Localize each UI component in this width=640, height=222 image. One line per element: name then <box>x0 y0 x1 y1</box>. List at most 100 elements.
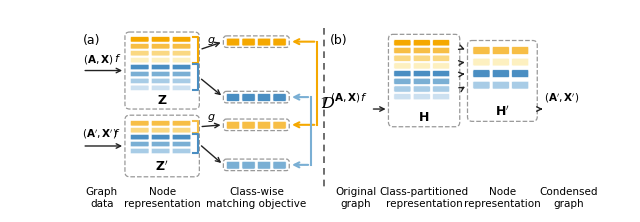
Text: $(\mathbf{A}^{\prime}, \mathbf{X}^{\prime})$: $(\mathbf{A}^{\prime}, \mathbf{X}^{\prim… <box>544 92 580 105</box>
FancyBboxPatch shape <box>413 55 430 61</box>
FancyBboxPatch shape <box>242 121 255 129</box>
FancyBboxPatch shape <box>151 57 170 63</box>
FancyBboxPatch shape <box>172 51 191 56</box>
Text: $\mathbf{H}$: $\mathbf{H}$ <box>419 111 429 124</box>
FancyBboxPatch shape <box>511 47 529 54</box>
FancyBboxPatch shape <box>242 38 255 46</box>
FancyBboxPatch shape <box>151 85 170 91</box>
FancyBboxPatch shape <box>394 55 411 61</box>
FancyBboxPatch shape <box>511 70 529 77</box>
Text: $g$: $g$ <box>207 112 216 124</box>
FancyBboxPatch shape <box>151 64 170 70</box>
FancyBboxPatch shape <box>172 57 191 63</box>
FancyBboxPatch shape <box>394 86 411 92</box>
FancyBboxPatch shape <box>151 71 170 77</box>
FancyBboxPatch shape <box>394 94 411 100</box>
FancyBboxPatch shape <box>257 161 271 169</box>
FancyBboxPatch shape <box>413 40 430 46</box>
FancyBboxPatch shape <box>433 78 450 84</box>
FancyBboxPatch shape <box>511 58 529 66</box>
FancyBboxPatch shape <box>413 86 430 92</box>
FancyBboxPatch shape <box>151 51 170 56</box>
FancyBboxPatch shape <box>413 63 430 69</box>
FancyBboxPatch shape <box>413 48 430 54</box>
FancyBboxPatch shape <box>433 71 450 77</box>
FancyBboxPatch shape <box>273 121 286 129</box>
FancyBboxPatch shape <box>131 85 149 91</box>
FancyBboxPatch shape <box>131 135 149 140</box>
FancyBboxPatch shape <box>473 81 490 89</box>
FancyBboxPatch shape <box>413 71 430 77</box>
FancyBboxPatch shape <box>131 71 149 77</box>
FancyBboxPatch shape <box>151 148 170 154</box>
FancyBboxPatch shape <box>227 121 239 129</box>
Text: Original
graph: Original graph <box>335 187 376 209</box>
Text: $(\mathbf{A}, \mathbf{X})$: $(\mathbf{A}, \mathbf{X})$ <box>83 53 114 66</box>
FancyBboxPatch shape <box>131 51 149 56</box>
FancyBboxPatch shape <box>151 78 170 84</box>
FancyBboxPatch shape <box>172 121 191 126</box>
FancyBboxPatch shape <box>131 148 149 154</box>
FancyBboxPatch shape <box>242 161 255 169</box>
FancyBboxPatch shape <box>394 40 411 46</box>
FancyBboxPatch shape <box>172 37 191 42</box>
FancyBboxPatch shape <box>413 94 430 100</box>
FancyBboxPatch shape <box>172 135 191 140</box>
Text: (a): (a) <box>83 34 100 47</box>
FancyBboxPatch shape <box>172 44 191 49</box>
FancyBboxPatch shape <box>433 40 450 46</box>
FancyBboxPatch shape <box>394 63 411 69</box>
Text: Node
representation: Node representation <box>124 187 200 209</box>
FancyBboxPatch shape <box>131 64 149 70</box>
FancyBboxPatch shape <box>492 47 509 54</box>
FancyBboxPatch shape <box>151 127 170 133</box>
FancyBboxPatch shape <box>273 94 286 101</box>
Text: $g$: $g$ <box>207 35 216 47</box>
FancyBboxPatch shape <box>227 94 239 101</box>
Text: $f$: $f$ <box>114 52 122 63</box>
FancyBboxPatch shape <box>172 85 191 91</box>
FancyBboxPatch shape <box>172 127 191 133</box>
FancyBboxPatch shape <box>172 141 191 147</box>
FancyBboxPatch shape <box>227 38 239 46</box>
FancyBboxPatch shape <box>242 94 255 101</box>
FancyBboxPatch shape <box>413 78 430 84</box>
FancyBboxPatch shape <box>131 121 149 126</box>
FancyBboxPatch shape <box>151 141 170 147</box>
Text: (b): (b) <box>330 34 348 47</box>
Text: $\mathbf{Z}^{\prime}$: $\mathbf{Z}^{\prime}$ <box>156 160 169 174</box>
FancyBboxPatch shape <box>394 78 411 84</box>
FancyBboxPatch shape <box>492 70 509 77</box>
Text: Graph
data: Graph data <box>86 187 118 209</box>
FancyBboxPatch shape <box>433 86 450 92</box>
FancyBboxPatch shape <box>131 37 149 42</box>
FancyBboxPatch shape <box>131 44 149 49</box>
Text: Node
representation: Node representation <box>464 187 541 209</box>
FancyBboxPatch shape <box>473 58 490 66</box>
FancyBboxPatch shape <box>511 81 529 89</box>
FancyBboxPatch shape <box>433 55 450 61</box>
FancyBboxPatch shape <box>172 71 191 77</box>
FancyBboxPatch shape <box>492 58 509 66</box>
FancyBboxPatch shape <box>172 64 191 70</box>
FancyBboxPatch shape <box>492 81 509 89</box>
FancyBboxPatch shape <box>273 38 286 46</box>
FancyBboxPatch shape <box>257 94 271 101</box>
FancyBboxPatch shape <box>131 141 149 147</box>
Text: $\mathcal{D}$: $\mathcal{D}$ <box>320 95 335 112</box>
FancyBboxPatch shape <box>151 135 170 140</box>
Text: $(\mathbf{A}, \mathbf{X})$: $(\mathbf{A}, \mathbf{X})$ <box>330 91 361 104</box>
FancyBboxPatch shape <box>172 148 191 154</box>
Text: $f$: $f$ <box>113 127 120 139</box>
Text: Condensed
graph: Condensed graph <box>539 187 598 209</box>
FancyBboxPatch shape <box>273 161 286 169</box>
Text: Class-partitioned
representation: Class-partitioned representation <box>380 187 468 209</box>
Text: $\mathbf{Z}$: $\mathbf{Z}$ <box>157 94 168 107</box>
FancyBboxPatch shape <box>257 38 271 46</box>
FancyBboxPatch shape <box>394 71 411 77</box>
Text: $f$: $f$ <box>360 91 367 103</box>
Text: Class-wise
matching objective: Class-wise matching objective <box>206 187 307 209</box>
FancyBboxPatch shape <box>131 127 149 133</box>
FancyBboxPatch shape <box>433 63 450 69</box>
FancyBboxPatch shape <box>473 47 490 54</box>
